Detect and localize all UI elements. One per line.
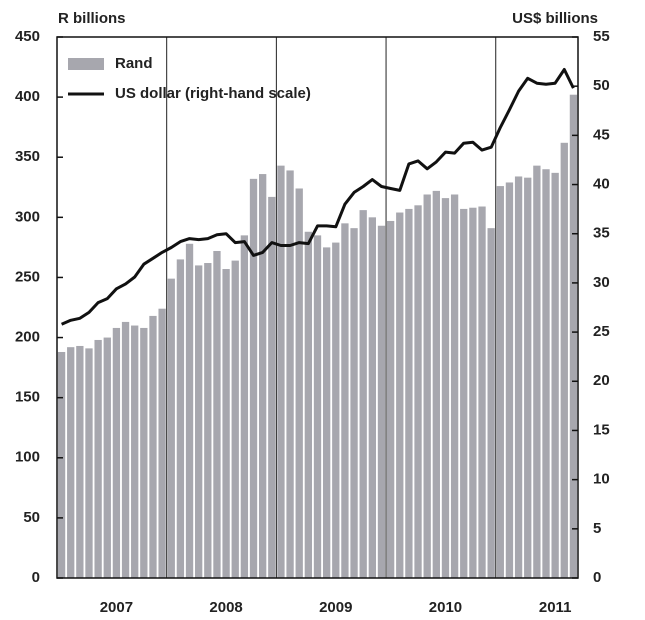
x-tick-label: 2009 [319, 599, 352, 616]
line [61, 68, 575, 326]
bar [359, 210, 367, 578]
bar [121, 321, 130, 578]
legend-label: Rand [115, 55, 153, 72]
bar [149, 315, 157, 578]
y2-tick-label: 40 [593, 176, 610, 193]
bar [222, 269, 230, 578]
bar [496, 186, 504, 578]
bar [195, 265, 203, 578]
bar [460, 208, 468, 578]
y2-tick-label: 45 [593, 126, 610, 143]
bar [268, 196, 276, 578]
bar [286, 170, 294, 579]
bar [341, 223, 349, 578]
y2-tick-label: 15 [593, 421, 610, 438]
bar [542, 169, 550, 578]
x-tick-label: 2010 [429, 599, 462, 616]
bar [176, 259, 185, 578]
y-tick-label: 200 [15, 329, 40, 346]
bar [213, 250, 221, 579]
y-tick-label: 350 [15, 148, 40, 165]
x-tick-label: 2011 [539, 599, 572, 616]
bar [469, 207, 477, 578]
bar [368, 217, 376, 579]
y-axis-title: R billions [58, 10, 126, 27]
y2-tick-label: 30 [593, 274, 610, 291]
bar [185, 243, 194, 578]
bar [204, 263, 212, 578]
bar [304, 231, 313, 578]
bar [240, 235, 249, 578]
bar [249, 178, 258, 578]
bar [450, 194, 459, 579]
bar [386, 220, 395, 578]
bar [405, 208, 413, 578]
y-tick-label: 250 [15, 268, 40, 285]
bar [569, 94, 578, 578]
bar [313, 235, 322, 578]
y2-tick-label: 10 [593, 471, 610, 488]
y-tick-label: 300 [15, 208, 40, 225]
bar [76, 345, 84, 578]
y2-tick-label: 25 [593, 323, 610, 340]
bar [112, 327, 121, 578]
y-tick-label: 100 [15, 449, 40, 466]
y-tick-label: 450 [15, 28, 40, 45]
y2-tick-label: 0 [593, 569, 601, 586]
bar [350, 228, 358, 579]
bar [131, 325, 139, 578]
bar [57, 351, 66, 578]
y2-tick-label: 50 [593, 77, 610, 94]
bar [167, 278, 175, 578]
bar [295, 188, 303, 579]
x-tick-label: 2008 [209, 599, 242, 616]
bar [103, 337, 111, 578]
bar [551, 172, 559, 578]
y-tick-label: 0 [32, 569, 40, 586]
bar [67, 347, 75, 578]
bar [94, 339, 102, 578]
y-tick-label: 400 [15, 88, 40, 105]
bar [396, 212, 404, 578]
bar [487, 228, 495, 579]
bar [322, 247, 331, 578]
bar [441, 198, 450, 578]
bar [524, 177, 532, 578]
bar [505, 182, 514, 579]
y-tick-label: 150 [15, 389, 40, 406]
legend-label: US dollar (right-hand scale) [115, 85, 311, 102]
bar [231, 260, 239, 578]
y2-axis-title: US$ billions [512, 10, 598, 27]
y-tick-label: 50 [23, 509, 40, 526]
bar [259, 174, 267, 578]
bar [85, 348, 93, 578]
bar [514, 176, 523, 579]
y2-tick-label: 55 [593, 28, 610, 45]
bar [423, 194, 431, 579]
bar [414, 205, 422, 579]
legend-swatch [68, 58, 104, 70]
plot-frame [56, 36, 579, 579]
y2-tick-label: 20 [593, 372, 610, 389]
bar [377, 225, 386, 578]
y2-tick-label: 35 [593, 225, 610, 242]
bar [277, 165, 285, 579]
bar [533, 165, 541, 579]
bar [478, 206, 486, 578]
bar [140, 327, 148, 578]
y2-tick-label: 5 [593, 520, 601, 537]
bar [560, 142, 568, 578]
x-tick-label: 2007 [100, 599, 133, 616]
bar [332, 242, 340, 578]
bar [158, 308, 166, 578]
bar [432, 190, 440, 578]
